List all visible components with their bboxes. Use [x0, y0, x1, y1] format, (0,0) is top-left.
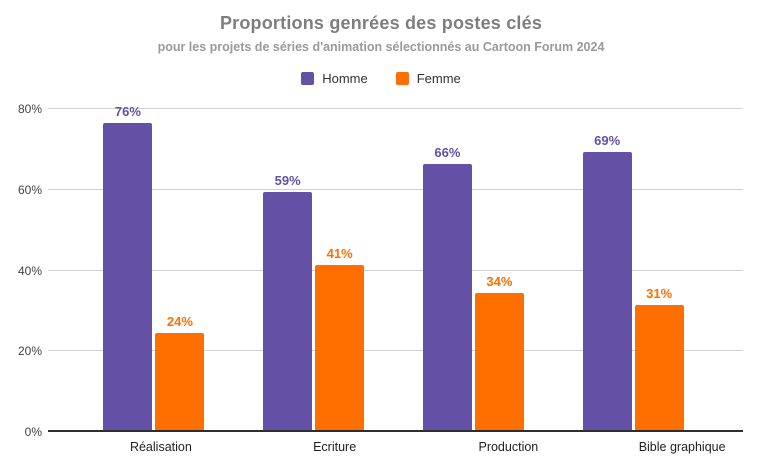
- y-tick-label: 20%: [17, 344, 42, 359]
- bar-value-label: 34%: [486, 273, 513, 289]
- gridline: [48, 188, 743, 190]
- y-tick-label: 60%: [17, 182, 42, 197]
- legend-label: Homme: [322, 71, 368, 86]
- bar-group-ecriture: 59% 41%: [234, 95, 394, 430]
- bar-femme-bible-graphique[interactable]: 31%: [634, 286, 684, 430]
- bar-homme-production[interactable]: 66%: [422, 145, 472, 430]
- x-tick-label-production: Production: [478, 440, 539, 454]
- bar-value-label: 24%: [166, 314, 193, 330]
- legend-item-homme[interactable]: Homme: [301, 71, 368, 86]
- bar-group-realisation: 76% 24%: [74, 95, 234, 430]
- bar-value-label: 66%: [434, 144, 461, 160]
- y-tick-label: 80%: [17, 102, 42, 117]
- legend-swatch-icon: [301, 72, 315, 85]
- x-axis: Réalisation Ecriture Production Bible graph…: [48, 440, 762, 454]
- bar-value-label: 31%: [646, 285, 673, 301]
- plot-area: 76% 24% 59% 41% 66% 34% 69% 31%: [48, 95, 743, 432]
- y-tick-label: 0%: [24, 425, 42, 439]
- bar-value-label: 59%: [274, 172, 301, 188]
- bar-group-bible-graphique: 69% 31%: [553, 95, 713, 430]
- bar-group-production: 66% 34%: [394, 95, 554, 430]
- x-tick-label-ecriture: Ecriture: [313, 440, 357, 454]
- gridline: [48, 108, 743, 110]
- bar-groups: 76% 24% 59% 41% 66% 34% 69% 31%: [48, 95, 743, 430]
- bar-femme-production[interactable]: 34%: [474, 274, 524, 430]
- bar-value-label: 41%: [326, 245, 353, 261]
- bar-homme-bible-graphique[interactable]: 69%: [582, 133, 632, 430]
- bar-femme-ecriture[interactable]: 41%: [315, 246, 365, 430]
- bar-value-label: 69%: [594, 132, 621, 148]
- chart-title: Proportions genrées des postes clés: [219, 13, 543, 33]
- chart-legend: Homme Femme: [0, 71, 762, 86]
- bar-femme-realisation[interactable]: 24%: [155, 314, 205, 430]
- y-tick-label: 40%: [17, 263, 42, 278]
- y-axis: 0% 20% 40% 60% 80%: [0, 95, 42, 439]
- x-axis-baseline: [48, 430, 743, 432]
- bar-homme-ecriture[interactable]: 59%: [263, 173, 313, 430]
- x-tick-label-realisation: Réalisation: [129, 440, 192, 454]
- x-tick-label-bible-graphique: Bible graphique: [638, 440, 726, 454]
- legend-label: Femme: [416, 71, 461, 86]
- legend-swatch-icon: [395, 72, 409, 85]
- bar-homme-realisation[interactable]: 76%: [103, 104, 153, 430]
- gridline: [48, 269, 743, 271]
- gridline: [48, 350, 743, 352]
- chart-subtitle: pour les projets de séries d'animation s…: [157, 40, 605, 54]
- bar-value-label: 76%: [114, 104, 141, 120]
- legend-item-femme[interactable]: Femme: [395, 71, 461, 86]
